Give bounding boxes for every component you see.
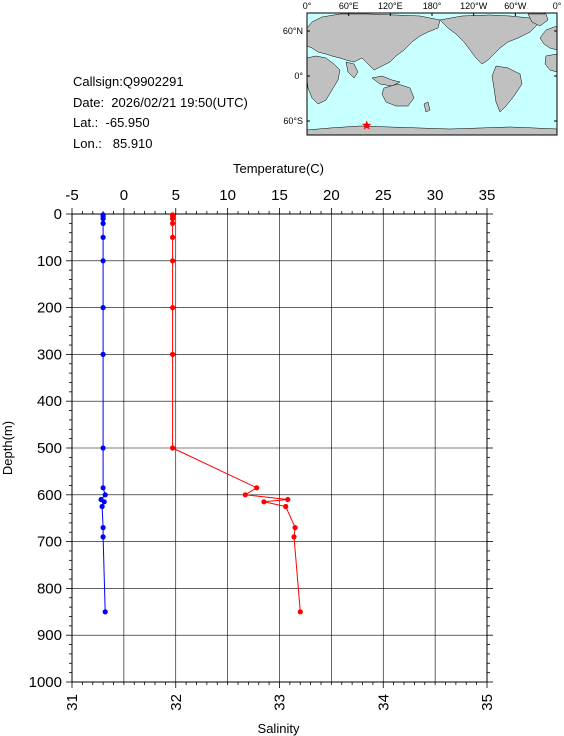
salinity-tick-label: 31: [64, 694, 81, 711]
temperature-point: [170, 445, 176, 451]
salinity-point: [101, 499, 107, 505]
depth-tick-label: 900: [37, 627, 62, 644]
salinity-point: [100, 534, 106, 540]
temperature-tick-label: 10: [219, 187, 236, 204]
temperature-tick-labels: -5 0 5 10 15 20 25 30 35: [65, 187, 495, 204]
longitude-text: Lon.: 85.910: [73, 136, 153, 152]
date-text: Date: 2026/02/21 19:50(UTC): [73, 94, 248, 110]
temperature-point: [254, 485, 260, 491]
land-north-america: [439, 14, 539, 65]
temperature-tick-label: 35: [479, 187, 496, 204]
salinity-point: [99, 503, 105, 510]
land-australia: [381, 83, 415, 107]
salinity-point: [102, 492, 108, 498]
map-lon-tick-label: 180°: [423, 1, 442, 11]
land-south-america: [491, 65, 523, 113]
depth-tick-label: 500: [37, 440, 62, 457]
depth-tick-label: 1000: [29, 674, 62, 691]
temperature-tick-label: -5: [65, 187, 78, 204]
depth-tick-label: 600: [37, 487, 62, 504]
salinity-tick-label: 32: [168, 694, 185, 711]
temperature-point: [170, 234, 176, 240]
land-india: [345, 61, 359, 79]
salinity-point: [100, 220, 106, 226]
station-marker-icon: [361, 120, 372, 130]
land-eurasia: [306, 13, 441, 71]
map-lon-tick-label: 0°: [303, 1, 312, 11]
depth-tick-label: 200: [37, 300, 62, 317]
temperature-point: [291, 534, 297, 540]
salinity-profile-line: [100, 214, 106, 612]
map-lon-tick-label: 120°W: [460, 1, 488, 11]
salinity-point: [102, 609, 108, 615]
temperature-tick-label: 5: [172, 187, 180, 204]
world-map: 0° 60°E 120°E 180° 120°W 60°W 0° 60°N 0° 60°S: [283, 1, 562, 136]
salinity-point: [100, 234, 106, 240]
temperature-point: [285, 496, 291, 503]
chart-ticks: [66, 208, 493, 688]
salinity-axis-title: Salinity: [258, 721, 300, 736]
land-africa: [306, 55, 341, 105]
chart-grid: [71, 213, 488, 683]
depth-tick-label: 300: [37, 346, 62, 363]
map-lon-tick-label: 60°E: [339, 1, 359, 11]
land-indonesia: [371, 75, 401, 87]
chart-series: [98, 212, 303, 615]
land-new-zealand: [423, 101, 431, 113]
salinity-tick-label: 33: [272, 694, 289, 711]
salinity-point: [100, 216, 106, 222]
salinity-point: [100, 525, 106, 531]
land-africa-west: [544, 53, 558, 73]
depth-tick-label: 0: [54, 206, 62, 223]
latitude-text: Lat.: -65.950: [73, 115, 150, 131]
salinity-tick-label: 34: [375, 694, 392, 711]
depth-tick-label: 700: [37, 534, 62, 551]
salinity-tick-label: 35: [479, 694, 496, 711]
map-left-ticks: 60°N 0° 60°S: [283, 26, 557, 126]
temperature-point: [170, 220, 176, 226]
temperature-tick-label: 25: [375, 187, 392, 204]
map-lat-tick-label: 60°N: [283, 26, 303, 36]
temperature-point: [242, 492, 248, 498]
temperature-point: [170, 216, 176, 222]
station-info: Callsign:Q9902291 Date: 2026/02/21 19:50…: [73, 72, 248, 155]
temperature-tick-label: 0: [120, 187, 128, 204]
temperature-point: [170, 305, 176, 311]
land-greenland: [527, 13, 549, 27]
temperature-point: [283, 503, 289, 510]
temperature-tick-label: 15: [271, 187, 288, 204]
salinity-tick-labels: 31 32 33 34 35: [64, 694, 496, 711]
salinity-point: [100, 445, 106, 451]
map-lon-tick-label: 60°W: [504, 1, 527, 11]
salinity-point: [100, 258, 106, 264]
callsign-text: Callsign:Q9902291: [73, 74, 184, 89]
temperature-point: [170, 351, 176, 357]
map-land: [306, 13, 558, 136]
temperature-tick-label: 30: [427, 187, 444, 204]
depth-tick-label: 800: [37, 580, 62, 597]
temperature-axis-title: Temperature(C): [233, 161, 324, 176]
depth-tick-label: 400: [37, 393, 62, 410]
depth-axis-title: Depth(m): [0, 421, 15, 475]
map-lat-tick-label: 60°S: [283, 116, 303, 126]
salinity-point: [100, 485, 106, 491]
depth-tick-labels: 0 100 200 300 400 500 600 700 800 900 1000: [29, 206, 62, 691]
temperature-tick-label: 20: [323, 187, 340, 204]
temperature-point: [297, 609, 303, 615]
temperature-point: [261, 499, 267, 505]
salinity-point: [100, 305, 106, 311]
map-lon-tick-label: 120°E: [378, 1, 403, 11]
map-lat-tick-label: 0°: [294, 71, 303, 81]
salinity-point: [100, 351, 106, 357]
temperature-point: [170, 258, 176, 264]
map-lon-tick-label: 0°: [553, 1, 562, 11]
profile-chart: -5 0 5 10 15 20 25 30 35 31 32 33 34 35 010020030040…: [0, 161, 496, 736]
map-top-ticks: 0° 60°E 120°E 180° 120°W 60°W 0°: [303, 1, 562, 16]
temperature-profile-line: [172, 214, 301, 612]
depth-tick-label: 100: [37, 253, 62, 270]
temperature-point: [292, 525, 298, 531]
